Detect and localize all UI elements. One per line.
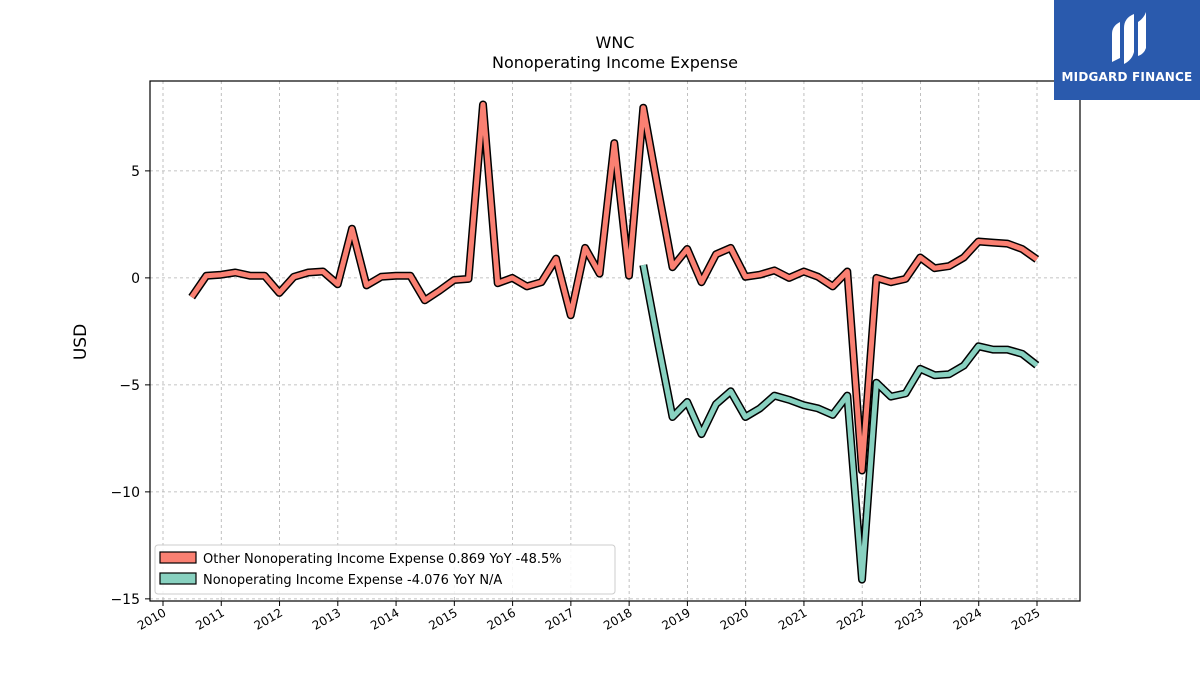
legend-label-nonoperating: Nonoperating Income Expense -4.076 YoY N…	[203, 573, 502, 588]
x-tick-label: 2024	[951, 605, 984, 632]
x-tick-label: 2014	[368, 605, 401, 632]
series-line-1	[640, 264, 1039, 583]
y-axis-ticks: 5 0 −5 −10 −15	[110, 164, 150, 608]
x-tick-label: 2017	[543, 605, 576, 632]
grid-lines	[150, 81, 1080, 601]
x-axis-ticks: 2010 2011 2012 2013 2014 2015 2016 2017 2018 2019…	[135, 601, 1043, 633]
brand-name: MIDGARD FINANCE	[1061, 70, 1193, 84]
legend-swatch-nonoperating	[159, 572, 197, 585]
series-outline-1	[639, 264, 1040, 584]
x-tick-label: 2012	[252, 605, 285, 632]
legend-box	[154, 544, 616, 595]
y-tick-label: −10	[110, 485, 140, 501]
x-tick-label: 2010	[135, 605, 168, 632]
chart-title: WNC	[596, 33, 635, 52]
series-line-0	[189, 102, 1039, 473]
x-tick-label: 2018	[601, 605, 634, 632]
y-tick-label: −5	[119, 378, 140, 394]
x-tick-label: 2011	[193, 605, 226, 632]
x-tick-label: 2020	[718, 605, 751, 632]
x-tick-label: 2013	[310, 605, 343, 632]
plot-frame	[149, 80, 1081, 602]
x-tick-label: 2022	[834, 605, 867, 632]
y-axis-label: USD	[71, 324, 91, 360]
legend: Other Nonoperating Income Expense 0.869 …	[154, 544, 616, 595]
x-tick-label: 2015	[426, 605, 459, 632]
y-tick-label: 0	[131, 271, 140, 287]
series-layer	[188, 100, 1040, 584]
x-tick-label: 2023	[893, 605, 926, 632]
y-tick-label: 5	[131, 164, 140, 180]
chart-subtitle: Nonoperating Income Expense	[492, 53, 738, 72]
x-tick-label: 2025	[1009, 605, 1042, 632]
legend-swatch-other-nonoperating	[159, 551, 197, 564]
y-tick-label: −15	[110, 592, 140, 608]
x-tick-label: 2021	[776, 605, 809, 632]
brand-logo: MIDGARD FINANCE	[1054, 0, 1200, 100]
x-tick-label: 2019	[659, 605, 692, 632]
midgard-logo-icon	[1112, 12, 1146, 64]
x-tick-label: 2016	[485, 605, 518, 632]
legend-label-other-nonoperating: Other Nonoperating Income Expense 0.869 …	[203, 552, 562, 567]
